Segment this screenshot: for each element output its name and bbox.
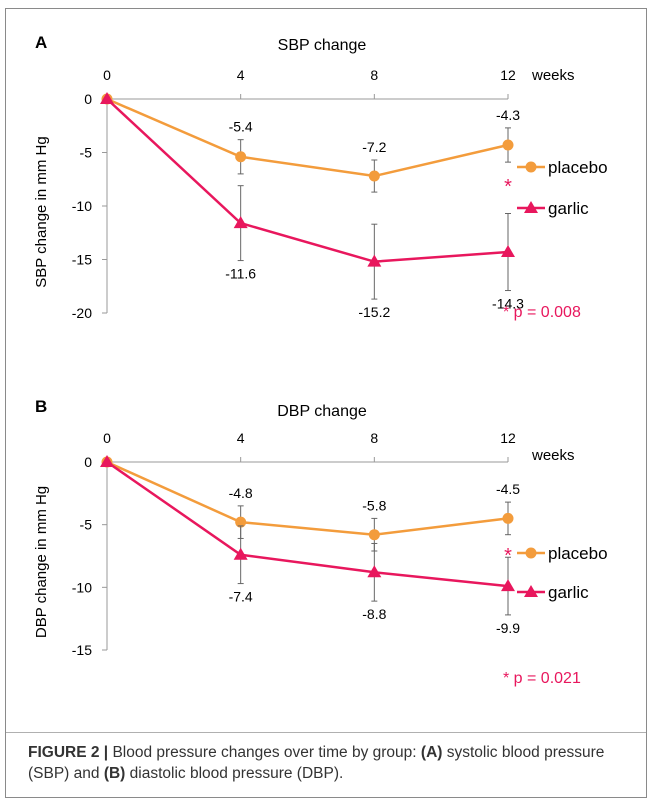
panel-b-placebo-data-label: -5.8 [362, 497, 386, 513]
panel-b-title: DBP change [277, 403, 367, 420]
caption-text-3: diastolic blood pressure (DBP). [125, 765, 344, 782]
panel-a-garlic-point [501, 245, 515, 258]
panel-b-placebo-point [368, 529, 380, 541]
panel-a-title: SBP change [278, 37, 367, 54]
panel-b-garlic-point [367, 565, 382, 578]
panel-a-x-tick-label: 12 [500, 67, 516, 83]
panel-a-y-tick-label: -20 [72, 305, 92, 321]
figure-charts: A SBP change 0 4 8 12 weeks 0 -5 -10 -15 -20 SBP cha… [33, 33, 608, 687]
panel-b-significance-mark: * [504, 545, 512, 567]
panel-b-placebo-point [235, 516, 247, 528]
figure-frame [5, 8, 647, 798]
panel-a-x-tick-label: 8 [370, 67, 378, 83]
panel-b-garlic-data-label: -9.9 [496, 620, 520, 636]
panel-a-x-unit-label: weeks [531, 67, 575, 84]
panel-a-significance-mark: * [504, 176, 512, 198]
panel-a-garlic-point [100, 92, 114, 104]
panel-b-x-tick-label: 4 [237, 430, 245, 446]
panel-b-garlic-data-label: -7.4 [229, 589, 253, 605]
panel-b-garlic-point [233, 547, 248, 560]
caption-panel-a: (A) [420, 744, 443, 761]
panel-a-placebo-point [235, 151, 247, 163]
panel-a-garlic-data-label: -15.2 [358, 304, 390, 320]
panel-a-legend-garlic-marker [524, 201, 538, 213]
panel-a-x-tick-label: 4 [237, 67, 245, 83]
panel-b-garlic-point [100, 455, 114, 467]
panel-a-placebo-data-label: -5.4 [229, 119, 253, 135]
panel-b-legend-placebo-marker [525, 547, 537, 559]
panel-a-x-tick-label: 0 [103, 67, 111, 83]
panel-b-garlic-data-label: -8.8 [362, 606, 386, 622]
panel-b-y-tick-label: -10 [72, 579, 92, 595]
panel-b-label: B [35, 397, 47, 416]
panel-a-placebo-data-label: -4.3 [496, 107, 520, 123]
panel-b-legend-placebo-label: placebo [548, 544, 608, 563]
caption-panel-b: (B) [103, 765, 126, 782]
panel-a-y-tick-label: -15 [72, 252, 92, 268]
panel-a-garlic-line [106, 98, 509, 263]
panel-b-y-axis-label: DBP change in mm Hg [33, 486, 50, 638]
panel-a-garlic-point [367, 254, 382, 267]
panel-b-x-unit-label: weeks [531, 447, 575, 464]
panel-a-legend-placebo-label: placebo [548, 158, 608, 177]
panel-a-label: A [35, 33, 47, 52]
panel-a-legend-garlic-label: garlic [548, 199, 589, 218]
panel-b-placebo-point [502, 512, 514, 524]
panel-b-garlic-point [501, 579, 515, 592]
panel-b-y-tick-label: -15 [72, 642, 92, 658]
caption-text-2: systolic blood pressure (SBP) and [28, 744, 605, 782]
panel-a-placebo-line [106, 97, 509, 178]
panel-b-legend-garlic-label: garlic [548, 583, 589, 602]
caption-label: FIGURE 2 | [28, 744, 109, 761]
panel-b-placebo-data-label: -4.5 [496, 481, 520, 497]
panel-b-placebo-data-label: -4.8 [229, 485, 253, 501]
panel-a-p-value: * p = 0.008 [503, 304, 581, 321]
panel-a-garlic-point [233, 216, 248, 229]
panel-b-x-tick-label: 8 [370, 430, 378, 446]
panel-a-placebo-point [502, 139, 514, 151]
panel-a-y-tick-label: -5 [80, 145, 93, 161]
panel-b-x-tick-label: 12 [500, 430, 516, 446]
panel-a-y-tick-label: -10 [72, 198, 92, 214]
panel-b-x-tick-label: 0 [103, 430, 111, 446]
panel-a-garlic-data-label: -11.6 [225, 266, 256, 282]
panel-a-garlic-data-label: -14.3 [492, 296, 524, 312]
panel-b-placebo-line [106, 460, 509, 536]
panel-b-p-value: * p = 0.021 [503, 670, 581, 687]
panel-a-y-tick-label: 0 [84, 91, 92, 107]
panel-a-y-axis-label: SBP change in mm Hg [33, 136, 50, 287]
panel-b-y-tick-label: 0 [84, 454, 92, 470]
panel-a-legend-placebo-marker [525, 161, 537, 173]
panel-b-legend-garlic-marker [524, 585, 538, 597]
caption-divider [6, 732, 646, 733]
panel-b-garlic-line [106, 460, 509, 588]
caption-text-1: Blood pressure changes over time by grou… [108, 744, 421, 761]
panel-a-placebo-data-label: -7.2 [362, 139, 386, 155]
figure-caption: FIGURE 2 | Blood pressure changes over t… [28, 742, 638, 784]
panel-a-placebo-point [368, 170, 380, 182]
panel-b-y-tick-label: -5 [80, 517, 93, 533]
